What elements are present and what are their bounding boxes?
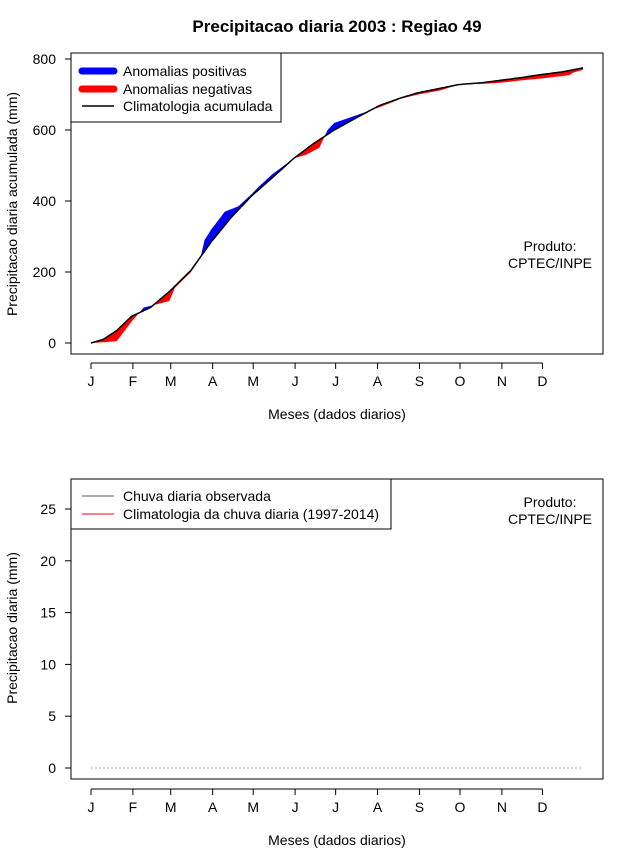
top-x-tick-label: M xyxy=(165,373,177,389)
top-legend-label-climatology: Climatologia acumulada xyxy=(123,98,273,114)
top-y-tick-label: 200 xyxy=(33,264,57,280)
top-y-tick-label: 800 xyxy=(33,51,57,67)
bottom-x-tick-label: M xyxy=(165,799,177,815)
bottom-annotation-line1: Produto: xyxy=(524,494,577,510)
bottom-x-tick-label: J xyxy=(332,799,339,815)
bottom-xlabel: Meses (dados diarios) xyxy=(268,832,406,848)
top-x-tick-label: D xyxy=(537,373,547,389)
top-x-tick-label: J xyxy=(88,373,95,389)
top-y-tick-label: 400 xyxy=(33,193,57,209)
top-climatology-line xyxy=(90,67,584,344)
top-y-tick-label: 600 xyxy=(33,122,57,138)
negative-anomaly-area xyxy=(153,257,201,306)
top-annotation-line1: Produto: xyxy=(524,238,577,254)
negative-anomaly-area xyxy=(370,84,458,111)
top-x-tick-label: J xyxy=(332,373,339,389)
negative-anomaly-area xyxy=(91,312,139,343)
figure-title: Precipitacao diaria 2003 : Regiao 49 xyxy=(192,17,481,36)
bottom-legend-label-observed: Chuva diaria observada xyxy=(123,488,271,504)
bottom-x-tick-label: D xyxy=(537,799,547,815)
bottom-y-tick-label: 0 xyxy=(48,760,56,776)
bottom-x-tick-label: A xyxy=(373,799,383,815)
bottom-x-tick-label: F xyxy=(129,799,138,815)
bottom-ylabel: Precipitacao diaria (mm) xyxy=(4,552,20,704)
top-panel: J F M A M J J A S O N D 0 200 400 600 800 Meses (dados d… xyxy=(4,51,604,422)
top-xlabel: Meses (dados diarios) xyxy=(268,406,406,422)
bottom-x-tick-label: A xyxy=(208,799,218,815)
top-plot-frame xyxy=(70,52,604,355)
top-x-tick-label: A xyxy=(208,373,218,389)
bottom-x-tick-label: J xyxy=(292,799,299,815)
bottom-y-tick-label: 5 xyxy=(48,708,56,724)
bottom-x-tick-label: N xyxy=(497,799,507,815)
top-x-tick-label: O xyxy=(455,373,466,389)
bottom-y-tick-label: 15 xyxy=(40,605,56,621)
bottom-legend-label-climatology: Climatologia da chuva diaria (1997-2014) xyxy=(123,506,379,522)
top-y-tick-label: 0 xyxy=(48,335,56,351)
top-legend: Anomalias positivas Anomalias negativas … xyxy=(70,52,282,123)
bottom-x-tick-label: M xyxy=(247,799,259,815)
top-annotation-line2: CPTEC/INPE xyxy=(508,255,592,271)
bottom-annotation-line2: CPTEC/INPE xyxy=(508,511,592,527)
top-x-tick-label: S xyxy=(415,373,424,389)
top-x-tick-label: M xyxy=(247,373,259,389)
bottom-x-tick-label: J xyxy=(88,799,95,815)
bottom-x-tick-label: S xyxy=(415,799,424,815)
negative-anomaly-area xyxy=(458,67,583,85)
bottom-panel: J F M A M J J A S O N D 0 5 10 15 20 25 Meses (dados diar… xyxy=(4,478,604,848)
bottom-legend-box xyxy=(70,478,392,530)
top-x-tick-label: A xyxy=(373,373,383,389)
top-x-tick-label: J xyxy=(292,373,299,389)
bottom-y-tick-label: 25 xyxy=(40,501,56,517)
top-ylabel: Precipitacao diaria acumulada (mm) xyxy=(4,92,20,316)
bottom-legend: Chuva diaria observada Climatologia da c… xyxy=(70,478,392,530)
bottom-y-tick-label: 10 xyxy=(40,656,56,672)
top-x-tick-label: F xyxy=(129,373,138,389)
positive-anomaly-area xyxy=(200,158,294,257)
bottom-x-tick-label: O xyxy=(455,799,466,815)
top-legend-label-negative: Anomalias negativas xyxy=(123,81,252,97)
top-legend-label-positive: Anomalias positivas xyxy=(123,63,247,79)
bottom-y-tick-label: 20 xyxy=(40,553,56,569)
top-x-tick-label: N xyxy=(497,373,507,389)
